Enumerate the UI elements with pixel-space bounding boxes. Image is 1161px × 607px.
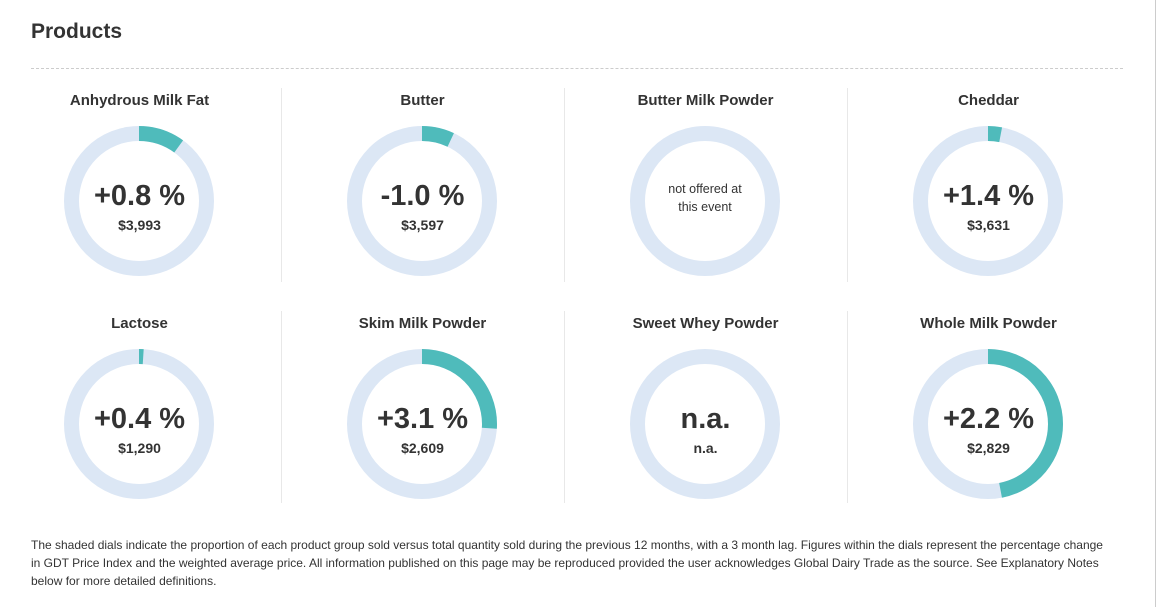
dial — [64, 126, 214, 276]
price-value: $3,993 — [118, 217, 161, 233]
price-value: $2,609 — [401, 440, 444, 456]
not-offered-text: not offered at this event — [668, 182, 742, 214]
dial — [347, 349, 497, 499]
dial-fill — [913, 349, 1063, 499]
dial — [347, 126, 497, 276]
dial — [913, 126, 1063, 276]
price-value: $3,631 — [967, 217, 1010, 233]
product-name: Butter — [400, 92, 445, 109]
dial-track — [630, 349, 780, 499]
product-dial-card: Butter Milk Powder not offered at this e… — [564, 0, 847, 276]
product-name: Anhydrous Milk Fat — [69, 92, 210, 109]
product-dial-card: Anhydrous Milk Fat +0.8 % $3,993 — [0, 0, 281, 276]
dial — [630, 349, 780, 499]
page-title: Products — [31, 20, 123, 43]
divider — [31, 68, 1123, 69]
divider — [564, 88, 565, 282]
change-value: +1.4 % — [942, 180, 1035, 212]
divider — [281, 88, 282, 282]
product-dial-card: Cheddar +1.4 % $3,631 — [847, 0, 1130, 276]
product-name: Whole Milk Powder — [920, 315, 1057, 332]
product-name: Skim Milk Powder — [358, 315, 487, 332]
product-dial-card: Butter -1.0 % $3,597 — [281, 0, 564, 276]
product-name: Sweet Whey Powder — [632, 315, 779, 332]
product-name: Butter Milk Powder — [637, 92, 774, 109]
divider — [847, 88, 848, 282]
divider — [564, 311, 565, 503]
change-value: n.a. — [680, 403, 731, 435]
price-value: $1,290 — [118, 440, 161, 456]
change-value: +2.2 % — [942, 403, 1035, 435]
product-dial-card: Whole Milk Powder +2.2 % $2,829 — [847, 223, 1130, 499]
change-value: -1.0 % — [380, 180, 465, 212]
dial — [913, 349, 1063, 499]
product-name: Lactose — [111, 315, 168, 332]
product-dial-card: Skim Milk Powder +3.1 % $2,609 — [281, 223, 564, 499]
divider — [847, 311, 848, 503]
dial — [64, 349, 214, 499]
dial-fill — [913, 126, 1063, 276]
right-border — [1155, 0, 1156, 607]
dial-track — [630, 126, 780, 276]
dial-fill — [347, 126, 497, 276]
dial-fill — [64, 126, 214, 276]
product-dial-card: Sweet Whey Powder n.a. n.a. — [564, 223, 847, 499]
dial — [630, 126, 780, 276]
footnote: The shaded dials indicate the proportion… — [31, 538, 1103, 588]
change-value: +0.4 % — [93, 403, 186, 435]
change-value: +0.8 % — [93, 180, 186, 212]
product-name: Cheddar — [958, 92, 1019, 109]
product-dial-card: Lactose +0.4 % $1,290 — [0, 223, 281, 499]
dial-fill — [64, 349, 214, 499]
price-value: $3,597 — [401, 217, 444, 233]
price-value: n.a. — [693, 440, 718, 456]
price-value: $2,829 — [967, 440, 1010, 456]
change-value: +3.1 % — [376, 403, 469, 435]
divider — [281, 311, 282, 503]
dial-fill — [347, 349, 497, 499]
